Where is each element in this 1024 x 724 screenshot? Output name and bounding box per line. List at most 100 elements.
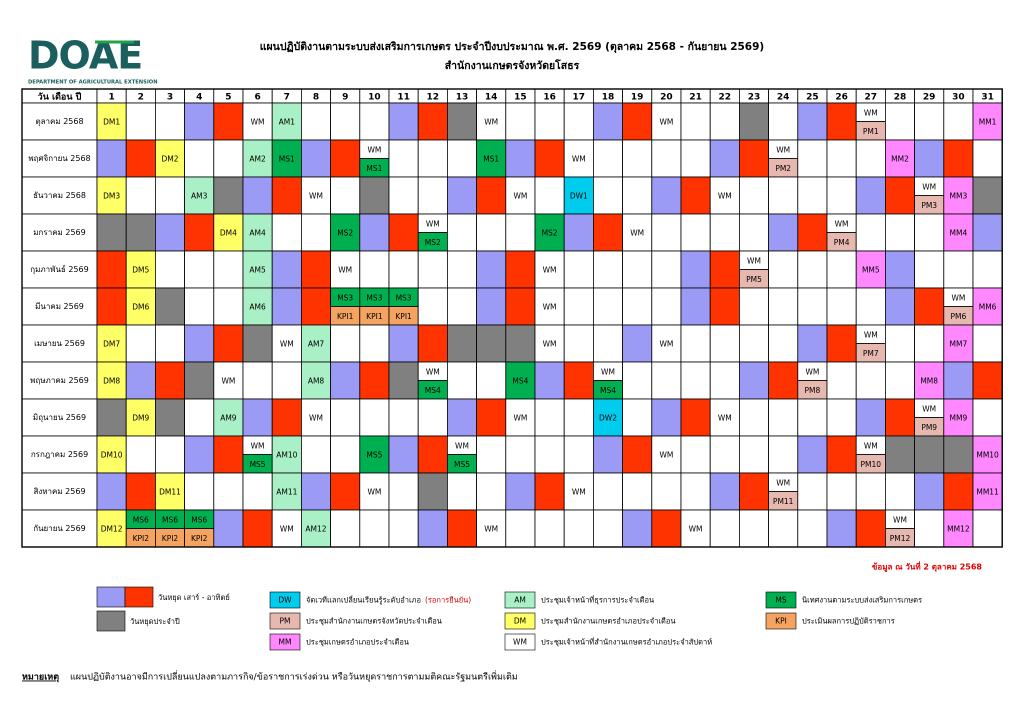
activity-code: AM12 — [305, 525, 326, 534]
day-cell — [271, 509, 302, 548]
day-cell — [213, 102, 244, 141]
month-name: มกราคม 2569 — [33, 228, 85, 237]
activity-code: PM5 — [746, 275, 762, 284]
day-cell — [96, 287, 127, 326]
day-cell — [768, 435, 799, 474]
activity-code: WM — [484, 118, 498, 127]
day-cell — [505, 213, 536, 252]
day-cell — [154, 398, 185, 437]
day-cell — [505, 287, 536, 326]
activity-code: MS2 — [542, 229, 558, 238]
activity-code: WM — [601, 367, 615, 376]
day-cell — [768, 250, 799, 289]
day-cell — [651, 287, 682, 326]
day-cell — [330, 324, 361, 363]
activity-code: DM3 — [103, 192, 120, 201]
day-cell — [739, 324, 770, 363]
day-cell — [271, 398, 302, 437]
activity-code: DM11 — [159, 488, 181, 497]
day-cell — [242, 176, 273, 215]
day-cell — [125, 435, 156, 474]
day-cell — [826, 102, 857, 141]
legend: วันหยุด เสาร์ - อาทิตย์วันหยุดประจำปี DW จ… — [96, 586, 922, 651]
day-cell — [417, 324, 448, 363]
swatch — [269, 633, 301, 651]
day-cell — [534, 472, 565, 511]
activity-code: KPI1 — [337, 312, 354, 321]
day-cell — [709, 472, 740, 511]
day-cell — [96, 213, 127, 252]
calendar-table: วัน เดือน ปี 1 2 3 4 5 6 7 8 9 10 11 12 13 14 15 16 17 18 1… — [21, 88, 1003, 548]
day-cell — [797, 250, 828, 289]
day-cell — [213, 176, 244, 215]
day-cell — [446, 509, 477, 548]
day-cell — [855, 139, 886, 178]
day-cell — [184, 176, 215, 215]
day-cell — [96, 102, 127, 141]
day-cell — [154, 324, 185, 363]
swatch — [96, 610, 126, 632]
day-cell — [972, 361, 1003, 400]
day-cell — [593, 139, 624, 178]
day-cell — [593, 102, 624, 141]
day-cell — [563, 287, 594, 326]
day-cell — [826, 509, 857, 548]
day-cell — [739, 435, 770, 474]
day-cell — [125, 324, 156, 363]
day-cell — [593, 250, 624, 289]
day-cell — [96, 250, 127, 289]
day-cell — [943, 213, 974, 252]
day-cell — [768, 398, 799, 437]
day-cell — [388, 213, 419, 252]
day-cell — [622, 361, 653, 400]
day-cell — [739, 398, 770, 437]
activity-code: KPI2 — [191, 534, 208, 543]
swatch-code: PM — [280, 617, 291, 626]
day-cell — [300, 213, 331, 252]
day-cell — [388, 398, 419, 437]
day-cell — [184, 287, 215, 326]
day-number: 13 — [456, 93, 469, 103]
activity-code: DM12 — [101, 525, 123, 534]
day-cell — [622, 435, 653, 474]
activity-code: WM — [659, 340, 673, 349]
activity-code: AM8 — [308, 377, 325, 386]
day-cell — [826, 176, 857, 215]
activity-code: AM11 — [276, 488, 297, 497]
day-cell — [622, 509, 653, 548]
day-cell — [213, 324, 244, 363]
day-number: 3 — [167, 93, 173, 103]
activity-code: WM — [572, 155, 586, 164]
day-cell — [563, 324, 594, 363]
day-cell — [914, 250, 945, 289]
day-cell — [563, 435, 594, 474]
day-cell — [213, 361, 244, 400]
month-name: มีนาคม 2569 — [35, 302, 84, 311]
day-cell — [242, 250, 273, 289]
activity-code: WM — [309, 414, 323, 423]
day-cell — [972, 509, 1003, 548]
day-cell — [826, 361, 857, 400]
activity-code: MS1 — [279, 155, 295, 164]
day-cell — [359, 250, 390, 289]
day-cell — [680, 213, 711, 252]
day-cell — [709, 213, 740, 252]
day-cell — [154, 435, 185, 474]
activity-code: WM — [338, 266, 352, 275]
day-cell — [388, 324, 419, 363]
swatch-code: MM — [279, 638, 292, 647]
day-number: 2 — [138, 93, 144, 103]
day-cell — [739, 361, 770, 400]
activity-code: MM10 — [976, 451, 999, 460]
swatch — [765, 612, 797, 630]
day-number: 12 — [427, 93, 440, 103]
day-cell — [885, 361, 916, 400]
day-cell — [797, 398, 828, 437]
day-cell — [797, 213, 828, 252]
day-cell — [680, 250, 711, 289]
activity-code: WM — [718, 192, 732, 201]
day-cell — [826, 250, 857, 289]
day-cell — [622, 250, 653, 289]
day-cell — [330, 472, 361, 511]
